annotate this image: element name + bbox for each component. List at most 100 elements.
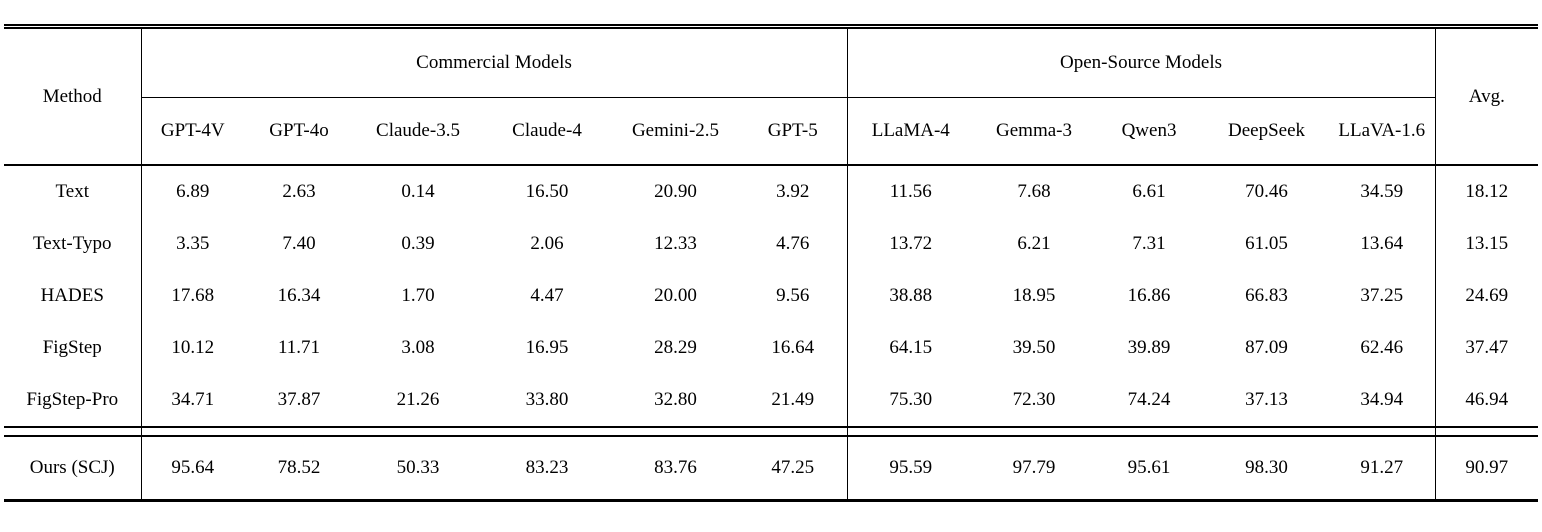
value-cell: 87.09 <box>1245 337 1288 358</box>
value-cell: 37.87 <box>244 374 354 428</box>
value-cell: 61.05 <box>1245 233 1288 254</box>
value-cell: 4.76 <box>776 233 810 254</box>
table-row: FigStep-Pro 34.71 37.87 21.26 33.80 32.80 21.4… <box>4 374 1539 428</box>
value-cell: 18.95 <box>1012 285 1056 306</box>
value-cell: 95.64 <box>140 435 244 502</box>
results-table: Method Commercial Models Open-Source Mod… <box>4 24 1539 502</box>
spacer-cell <box>244 427 354 436</box>
value-cell: 62.46 <box>1360 337 1404 358</box>
value-cell: 11.56 <box>846 165 975 218</box>
group-header-open-source: Open-Source Models <box>846 26 1436 98</box>
ours-row: Ours (SCJ) 95.64 78.52 50.33 83.23 83.76 47.25… <box>4 435 1539 502</box>
table-body: Text 6.89 2.63 0.14 16.50 20.90 3.92 11.56 7.68 6… <box>4 165 1539 502</box>
value-cell: 17.68 <box>140 270 244 322</box>
value-cell: 16.95 <box>525 337 569 358</box>
value-cell: 95.61 <box>1094 435 1205 502</box>
method-cell: FigStep <box>42 337 102 358</box>
model-col-header: Gemini-2.5 <box>612 97 739 166</box>
table-header: Method Commercial Models Open-Source Mod… <box>4 26 1539 166</box>
spacer-cell <box>1434 427 1539 436</box>
model-col-header: Claude-3.5 <box>354 97 482 166</box>
value-cell: 0.39 <box>401 233 435 254</box>
value-cell: 39.50 <box>1012 337 1056 358</box>
model-col-header: LLaVA-1.6 <box>1329 97 1436 166</box>
value-cell: 2.63 <box>282 181 316 202</box>
value-cell: 13.72 <box>846 218 975 270</box>
spacer-cell <box>846 427 975 436</box>
method-cell: Text-Typo <box>32 233 112 254</box>
value-cell: 16.34 <box>277 285 321 306</box>
value-cell: 28.29 <box>654 337 697 358</box>
value-cell: 0.14 <box>401 181 435 202</box>
value-cell: 2.06 <box>530 233 564 254</box>
avg-col-header: Avg. <box>1434 26 1539 166</box>
spacer-cell <box>739 427 847 436</box>
value-cell: 98.30 <box>1204 435 1330 502</box>
avg-cell: 46.94 <box>1434 374 1539 428</box>
model-col-header: LLaMA-4 <box>846 97 975 166</box>
value-cell: 83.23 <box>482 435 612 502</box>
model-header-row: GPT-4V GPT-4o Claude-3.5 Claude-4 Gemini-2.5… <box>4 97 1538 166</box>
value-cell: 75.30 <box>846 374 975 428</box>
value-cell: 12.33 <box>654 233 697 254</box>
value-cell: 34.59 <box>1360 181 1404 202</box>
spacer-cell <box>140 427 244 436</box>
value-cell: 37.25 <box>1360 285 1404 306</box>
value-cell: 20.00 <box>654 285 697 306</box>
value-cell: 16.64 <box>771 337 815 358</box>
model-col-header: GPT-4o <box>244 97 354 166</box>
spacer-cell <box>1329 427 1435 436</box>
value-cell: 39.89 <box>1127 337 1171 358</box>
value-cell: 37.13 <box>1204 374 1330 428</box>
avg-cell: 18.12 <box>1434 165 1539 218</box>
group-header-commercial: Commercial Models <box>140 26 848 98</box>
value-cell: 66.83 <box>1245 285 1288 306</box>
spacer-cell <box>612 427 739 436</box>
value-cell: 3.08 <box>401 337 435 358</box>
method-cell: Ours (SCJ) <box>4 435 141 502</box>
value-cell: 91.27 <box>1329 435 1436 502</box>
value-cell: 74.24 <box>1094 374 1205 428</box>
value-cell: 13.64 <box>1360 233 1404 254</box>
method-cell: HADES <box>40 285 104 306</box>
value-cell: 38.88 <box>846 270 975 322</box>
value-cell: 6.89 <box>140 165 244 218</box>
value-cell: 64.15 <box>846 322 975 374</box>
spacer-cell <box>1094 427 1204 436</box>
spacer-cell <box>354 427 482 436</box>
value-cell: 21.49 <box>739 374 848 428</box>
model-col-header: GPT-5 <box>739 97 848 166</box>
value-cell: 9.56 <box>776 285 810 306</box>
method-cell: Text <box>55 181 90 202</box>
model-col-header: GPT-4V <box>140 97 244 166</box>
method-cell: FigStep-Pro <box>4 374 141 428</box>
avg-cell: 13.15 <box>1434 218 1539 270</box>
value-cell: 32.80 <box>612 374 739 428</box>
value-cell: 11.71 <box>277 337 321 358</box>
value-cell: 34.94 <box>1329 374 1436 428</box>
value-cell: 6.21 <box>1017 233 1051 254</box>
value-cell: 34.71 <box>140 374 244 428</box>
value-cell: 95.59 <box>846 435 975 502</box>
value-cell: 78.52 <box>244 435 354 502</box>
value-cell: 72.30 <box>974 374 1095 428</box>
value-cell: 97.79 <box>974 435 1095 502</box>
value-cell: 20.90 <box>654 181 697 202</box>
table-row: Text-Typo 3.35 7.40 0.39 2.06 12.33 4.76 13.72 6… <box>4 218 1539 270</box>
model-col-header: Qwen3 <box>1094 97 1205 166</box>
value-cell: 4.47 <box>530 285 564 306</box>
value-cell: 16.86 <box>1127 285 1171 306</box>
value-cell: 7.68 <box>1017 181 1051 202</box>
group-header-row: Method Commercial Models Open-Source Mod… <box>4 26 1539 166</box>
table-row: Text 6.89 2.63 0.14 16.50 20.90 3.92 11.56 7.68 6… <box>4 165 1539 218</box>
method-col-header: Method <box>4 26 141 166</box>
model-col-header: Gemma-3 <box>974 97 1095 166</box>
value-cell: 50.33 <box>354 435 482 502</box>
value-cell: 3.35 <box>140 218 244 270</box>
avg-cell: 90.97 <box>1434 435 1539 502</box>
value-cell: 3.92 <box>776 181 810 202</box>
avg-cell: 24.69 <box>1434 270 1539 322</box>
value-cell: 6.61 <box>1132 181 1166 202</box>
table-row: HADES 17.68 16.34 1.70 4.47 20.00 9.56 38.88 18.… <box>4 270 1539 322</box>
